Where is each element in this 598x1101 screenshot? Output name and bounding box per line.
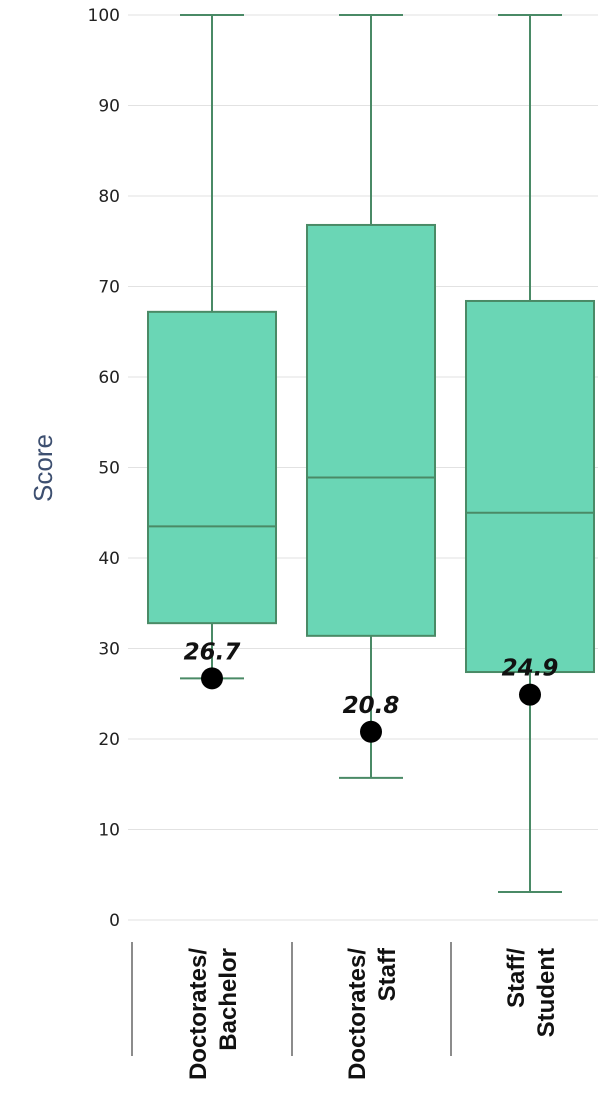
data-point-label: 20.8 xyxy=(343,693,400,719)
x-category-label: Staff/Student xyxy=(503,948,560,1038)
x-category-label-line1: Doctorates/ xyxy=(344,948,371,1080)
box-group xyxy=(306,14,436,779)
y-axis-label: Score xyxy=(28,434,58,502)
y-tick-label: 50 xyxy=(98,459,120,479)
y-tick-label: 30 xyxy=(98,640,120,660)
y-tick-label: 0 xyxy=(109,911,120,931)
data-point-label: 24.9 xyxy=(502,656,559,682)
boxes xyxy=(147,14,595,893)
x-category-label-line1: Doctorates/ xyxy=(185,948,212,1080)
y-tick-label: 90 xyxy=(98,97,120,117)
data-point xyxy=(201,667,223,690)
data-point-label: 26.7 xyxy=(184,639,241,665)
iqr-box xyxy=(465,299,595,674)
x-category-label-line2: Student xyxy=(533,948,560,1037)
x-axis: Doctorates/Bachelor Doctorates/Staff Staff… xyxy=(131,942,560,1080)
y-tick-label: 70 xyxy=(98,278,120,298)
data-point xyxy=(519,683,541,706)
iqr-box xyxy=(306,223,436,637)
box-group xyxy=(465,14,595,893)
x-category-label: Doctorates/Staff xyxy=(344,947,401,1080)
data-point xyxy=(360,720,382,743)
y-axis-ticks: 0 10 20 30 40 50 60 70 80 90 100 xyxy=(88,6,120,931)
points: 26.7 20.8 24.9 xyxy=(184,639,559,743)
y-tick-label: 20 xyxy=(98,730,120,750)
x-category-label-line1: Staff/ xyxy=(503,948,530,1008)
y-tick-label: 10 xyxy=(98,821,120,841)
x-category-label-line2: Staff xyxy=(374,947,401,1001)
y-tick-label: 80 xyxy=(98,187,120,207)
x-category-label-line2: Bachelor xyxy=(215,948,242,1051)
iqr-box xyxy=(147,310,277,625)
y-tick-label: 60 xyxy=(98,368,120,388)
box-group xyxy=(147,14,277,680)
y-tick-label: 40 xyxy=(98,549,120,569)
y-tick-label: 100 xyxy=(88,6,120,26)
x-category-label: Doctorates/Bachelor xyxy=(185,948,242,1080)
